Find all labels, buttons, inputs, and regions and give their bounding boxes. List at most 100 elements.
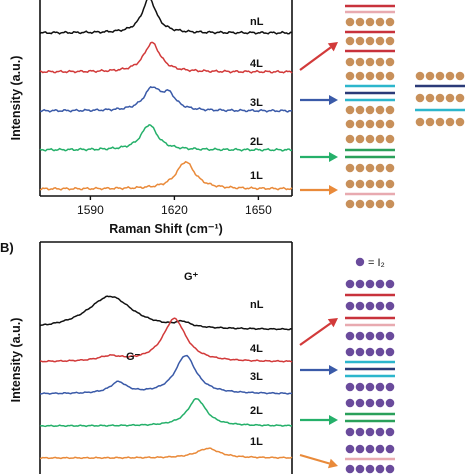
iodine-dot (375, 331, 385, 341)
iodine-dot (375, 464, 385, 474)
spectrum-2L (39, 398, 292, 428)
iodine-dot (365, 301, 375, 311)
iodine-dot (345, 464, 355, 474)
bromine-dot (345, 119, 355, 129)
iodine-dot (375, 301, 385, 311)
panel-a: 1590 1620 1650 Intensity (a.u.) Raman Shif… (9, 0, 293, 236)
bromine-dot (445, 93, 455, 103)
arrow-3L-b-head (329, 365, 338, 375)
bromine-dot (375, 134, 385, 144)
iodine-dot (355, 398, 365, 408)
iodine-dot (365, 427, 375, 437)
bromine-dot (415, 71, 425, 81)
iodine-dot (345, 347, 355, 357)
bromine-dot (425, 117, 435, 127)
arrow-2L-b-head (329, 415, 338, 425)
arrow-4L-b-head (327, 318, 338, 328)
iodine-dot (375, 347, 385, 357)
iodine-dot (365, 331, 375, 341)
iodine-dot (385, 382, 395, 392)
iodine-dot (355, 382, 365, 392)
bromine-dot (375, 17, 385, 27)
bromine-dot (355, 134, 365, 144)
bromine-dot (385, 163, 395, 173)
iodine-dot (365, 347, 375, 357)
bromine-dot (435, 117, 445, 127)
bromine-dot (415, 117, 425, 127)
iodine-dot (355, 464, 365, 474)
bromine-dot (355, 71, 365, 81)
iodine-dot (385, 464, 395, 474)
bromine-dot (375, 119, 385, 129)
iodine-dot (385, 279, 395, 289)
bromine-dot (365, 119, 375, 129)
panel-a-ylabel: Intensity (a.u.) (9, 56, 23, 141)
panel-a-xlabel: Raman Shift (cm⁻¹) (109, 222, 223, 236)
panel-a-spectra (39, 0, 293, 191)
bromine-dot (425, 93, 435, 103)
bromine-dot (375, 71, 385, 81)
arrow-2L-a-head (329, 152, 338, 162)
iodine-dot (385, 427, 395, 437)
iodine-dot (365, 444, 375, 454)
bromine-dot (365, 57, 375, 67)
iodine-dot (355, 331, 365, 341)
iodine-legend-text: = I₂ (368, 257, 385, 269)
bromine-dot (455, 71, 465, 81)
bromine-dot (425, 71, 435, 81)
bromine-dot (345, 17, 355, 27)
iodine-dot (345, 444, 355, 454)
arrow-1L-b-head (327, 458, 338, 469)
panel-b-label-2L: 2L (250, 405, 263, 417)
bromine-dot (435, 71, 445, 81)
iodine-dot (365, 398, 375, 408)
bromine-dot (355, 163, 365, 173)
bromine-dot (385, 179, 395, 189)
iodine-dot (385, 444, 395, 454)
bromine-dot (455, 93, 465, 103)
spectrum-4L (39, 317, 293, 363)
bromine-dot (435, 93, 445, 103)
bromine-dot (345, 199, 355, 209)
bromine-dot (445, 117, 455, 127)
iodine-dot (385, 331, 395, 341)
panel-b-ylabel: Intensity (a.u.) (9, 318, 23, 403)
iodine-dot (345, 331, 355, 341)
iodine-dot (385, 301, 395, 311)
iodine-dot (345, 382, 355, 392)
panel-a-label-4L: 4L (250, 58, 263, 70)
iodine-dot (345, 301, 355, 311)
g-plus-label: G⁺ (184, 271, 199, 283)
bromine-dot (415, 93, 425, 103)
bromine-dot (345, 163, 355, 173)
bromine-dot (355, 57, 365, 67)
bromine-dot (355, 119, 365, 129)
iodine-dot (385, 347, 395, 357)
panel-b: B) Intensity (a.u.) G⁺ G⁻ nL 4L 3L 2L 1L… (0, 240, 385, 474)
panel-b-label-4L: 4L (250, 343, 263, 355)
bromine-dot (365, 199, 375, 209)
bromine-dot (375, 36, 385, 46)
bromine-dot (355, 17, 365, 27)
x-tick-label: 1590 (77, 203, 104, 217)
spectrum-3L (39, 354, 293, 395)
panel-a-label-1L: 1L (250, 170, 263, 182)
arrow-4L-b (299, 322, 332, 346)
arrow-3L-a-head (329, 95, 338, 105)
bromine-dot (375, 57, 385, 67)
bromine-dot (345, 134, 355, 144)
iodine-dot (355, 427, 365, 437)
spectrum-1L (39, 447, 293, 460)
panel-b-label-1L: 1L (250, 436, 263, 448)
spectrum-1L (39, 160, 293, 191)
bromine-dot (365, 17, 375, 27)
bromine-dot (355, 179, 365, 189)
bromine-dot (345, 71, 355, 81)
x-tick-label: 1620 (161, 203, 188, 217)
iodine-dot (355, 347, 365, 357)
layer-schematics (345, 4, 465, 474)
bromine-dot (345, 179, 355, 189)
g-minus-label: G⁻ (126, 351, 141, 363)
panel-a-x-ticks: 1590 1620 1650 (77, 196, 272, 217)
